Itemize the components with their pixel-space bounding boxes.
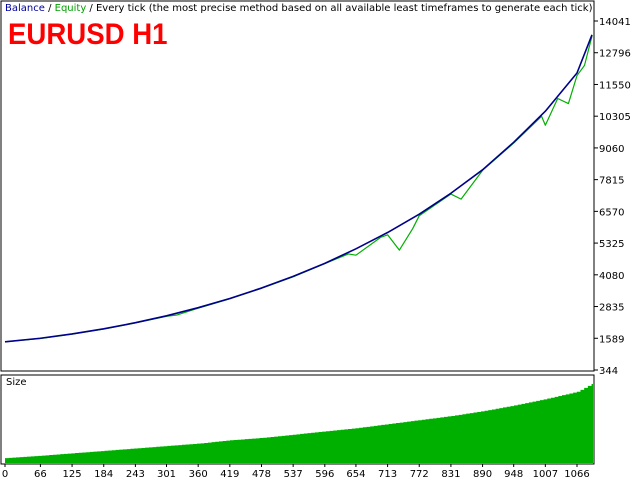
x-tick-label: 596 — [315, 469, 334, 480]
size-panel-border — [0, 374, 595, 465]
y-tick-label: 344 — [599, 366, 618, 377]
x-tick-label: 948 — [504, 469, 523, 480]
y-tick-label: 9060 — [599, 144, 624, 155]
x-axis-ticks: 0 66 125 184 243 301 360 419 478 537 596 654 713 772 8… — [2, 464, 590, 480]
x-tick-label: 478 — [252, 469, 271, 480]
x-tick-label: 125 — [63, 469, 82, 480]
x-tick-label: 654 — [346, 469, 365, 480]
chart-title: EURUSD H1 — [8, 18, 168, 51]
balance-line — [4, 34, 593, 343]
y-tick-label: 10305 — [599, 112, 631, 123]
size-area — [5, 382, 593, 463]
chart-legend: Balance / Equity / Every tick (the most … — [5, 3, 592, 14]
line-series — [4, 34, 593, 343]
legend-balance: Balance — [5, 3, 45, 14]
main-panel-border — [0, 0, 595, 372]
y-tick-label: 5325 — [599, 239, 624, 250]
y-tick-label: 7815 — [599, 176, 624, 187]
x-tick-label: 831 — [441, 469, 460, 480]
x-tick-label: 537 — [284, 469, 303, 480]
y-tick-label: 4080 — [599, 271, 624, 282]
size-panel-frame — [0, 374, 595, 465]
main-panel-frame — [0, 0, 595, 372]
legend-equity: Equity — [54, 3, 87, 14]
x-tick-label: 243 — [126, 469, 145, 480]
y-tick-label: 1589 — [599, 334, 624, 345]
legend-sep: / — [44, 3, 55, 14]
x-tick-label: 419 — [220, 469, 239, 480]
y-tick-label: 11550 — [599, 80, 631, 91]
y-axis-ticks: 14041 12796 11550 10305 9060 7815 6570 5325 4080… — [594, 17, 631, 377]
x-tick-label: 713 — [378, 469, 397, 480]
x-tick-label: 1007 — [533, 469, 558, 480]
y-tick-label: 14041 — [599, 17, 631, 28]
x-tick-label: 184 — [94, 469, 113, 480]
y-tick-label: 12796 — [599, 49, 631, 60]
x-tick-label: 301 — [157, 469, 176, 480]
x-tick-label: 0 — [2, 469, 8, 480]
legend-method: / Every tick (the most precise method ba… — [86, 3, 593, 14]
y-tick-label: 6570 — [599, 207, 624, 218]
y-tick-label: 2835 — [599, 303, 624, 314]
equity-line — [4, 35, 593, 343]
size-area-series — [5, 382, 593, 463]
x-tick-label: 360 — [189, 469, 208, 480]
x-tick-label: 66 — [34, 469, 47, 480]
x-tick-label: 772 — [410, 469, 429, 480]
size-panel-label: Size — [6, 377, 27, 388]
x-tick-label: 1066 — [564, 469, 589, 480]
x-tick-label: 890 — [473, 469, 492, 480]
